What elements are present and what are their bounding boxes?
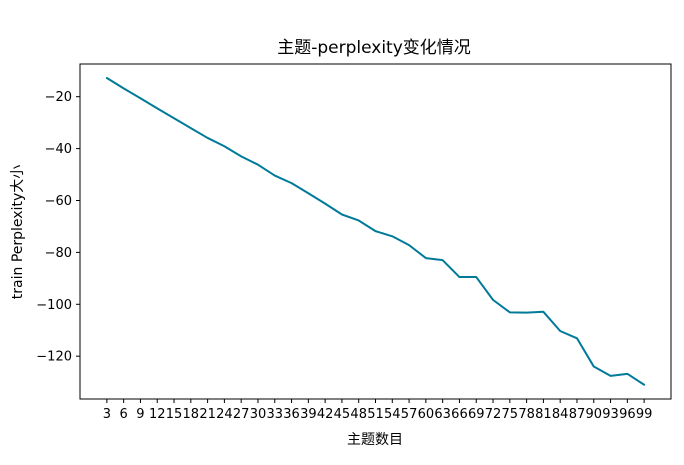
- x-tick-label: 45: [334, 407, 351, 422]
- y-tick-label: −100: [36, 298, 72, 313]
- series-line-0: [105, 77, 646, 386]
- x-tick-label: 36: [283, 407, 300, 422]
- y-tick-label: −60: [45, 194, 72, 209]
- y-tick-label: −120: [36, 350, 72, 365]
- x-tick-label: 30: [250, 407, 267, 422]
- x-tick-label: 90: [585, 407, 602, 422]
- x-tick-label: 87: [569, 407, 586, 422]
- x-axis-label: 主题数目: [347, 432, 403, 448]
- x-tick-label: 39: [300, 407, 317, 422]
- x-tick-label: 69: [468, 407, 485, 422]
- x-tick-label: 18: [183, 407, 200, 422]
- x-tick-label: 54: [384, 407, 401, 422]
- x-tick-label: 57: [401, 407, 418, 422]
- x-tick-label: 6: [120, 407, 128, 422]
- x-tick-label: 75: [502, 407, 519, 422]
- x-tick-label: 27: [233, 407, 250, 422]
- x-tick-label: 63: [434, 407, 451, 422]
- x-tick-label: 78: [518, 407, 535, 422]
- x-tick-label: 96: [619, 407, 636, 422]
- x-tick-label: 42: [317, 407, 334, 422]
- x-tick-label: 3: [103, 407, 111, 422]
- y-axis-label: train Perplexity大小: [10, 165, 26, 299]
- x-tick-label: 24: [216, 407, 233, 422]
- x-tick-label: 21: [199, 407, 216, 422]
- x-tick-label: 72: [485, 407, 502, 422]
- plot-frame: [79, 63, 672, 400]
- x-tick-label: 15: [166, 407, 183, 422]
- x-tick-label: 81: [535, 407, 552, 422]
- x-tick-label: 12: [149, 407, 166, 422]
- x-tick-label: 48: [350, 407, 367, 422]
- x-tick-label: 60: [418, 407, 435, 422]
- y-tick-label: −20: [45, 90, 72, 105]
- x-tick-label: 93: [602, 407, 619, 422]
- plot-area: [105, 77, 646, 386]
- x-tick-label: 84: [552, 407, 569, 422]
- y-axis-ticks: −20 −40 −60 −80 −100 −120: [36, 90, 80, 365]
- x-tick-label: 51: [367, 407, 384, 422]
- x-tick-label: 66: [451, 407, 468, 422]
- x-tick-label: 33: [266, 407, 283, 422]
- x-tick-label: 9: [136, 407, 144, 422]
- x-axis-ticks: 3 6 9 12 15 18 21 24 27 30 33 36 39 42 45 48 51 54 57 60 63 6…: [103, 399, 653, 422]
- y-tick-label: −40: [45, 142, 72, 157]
- x-tick-label: 99: [636, 407, 653, 422]
- chart-title: 主题-perplexity变化情况: [277, 38, 471, 58]
- y-tick-label: −80: [45, 246, 72, 261]
